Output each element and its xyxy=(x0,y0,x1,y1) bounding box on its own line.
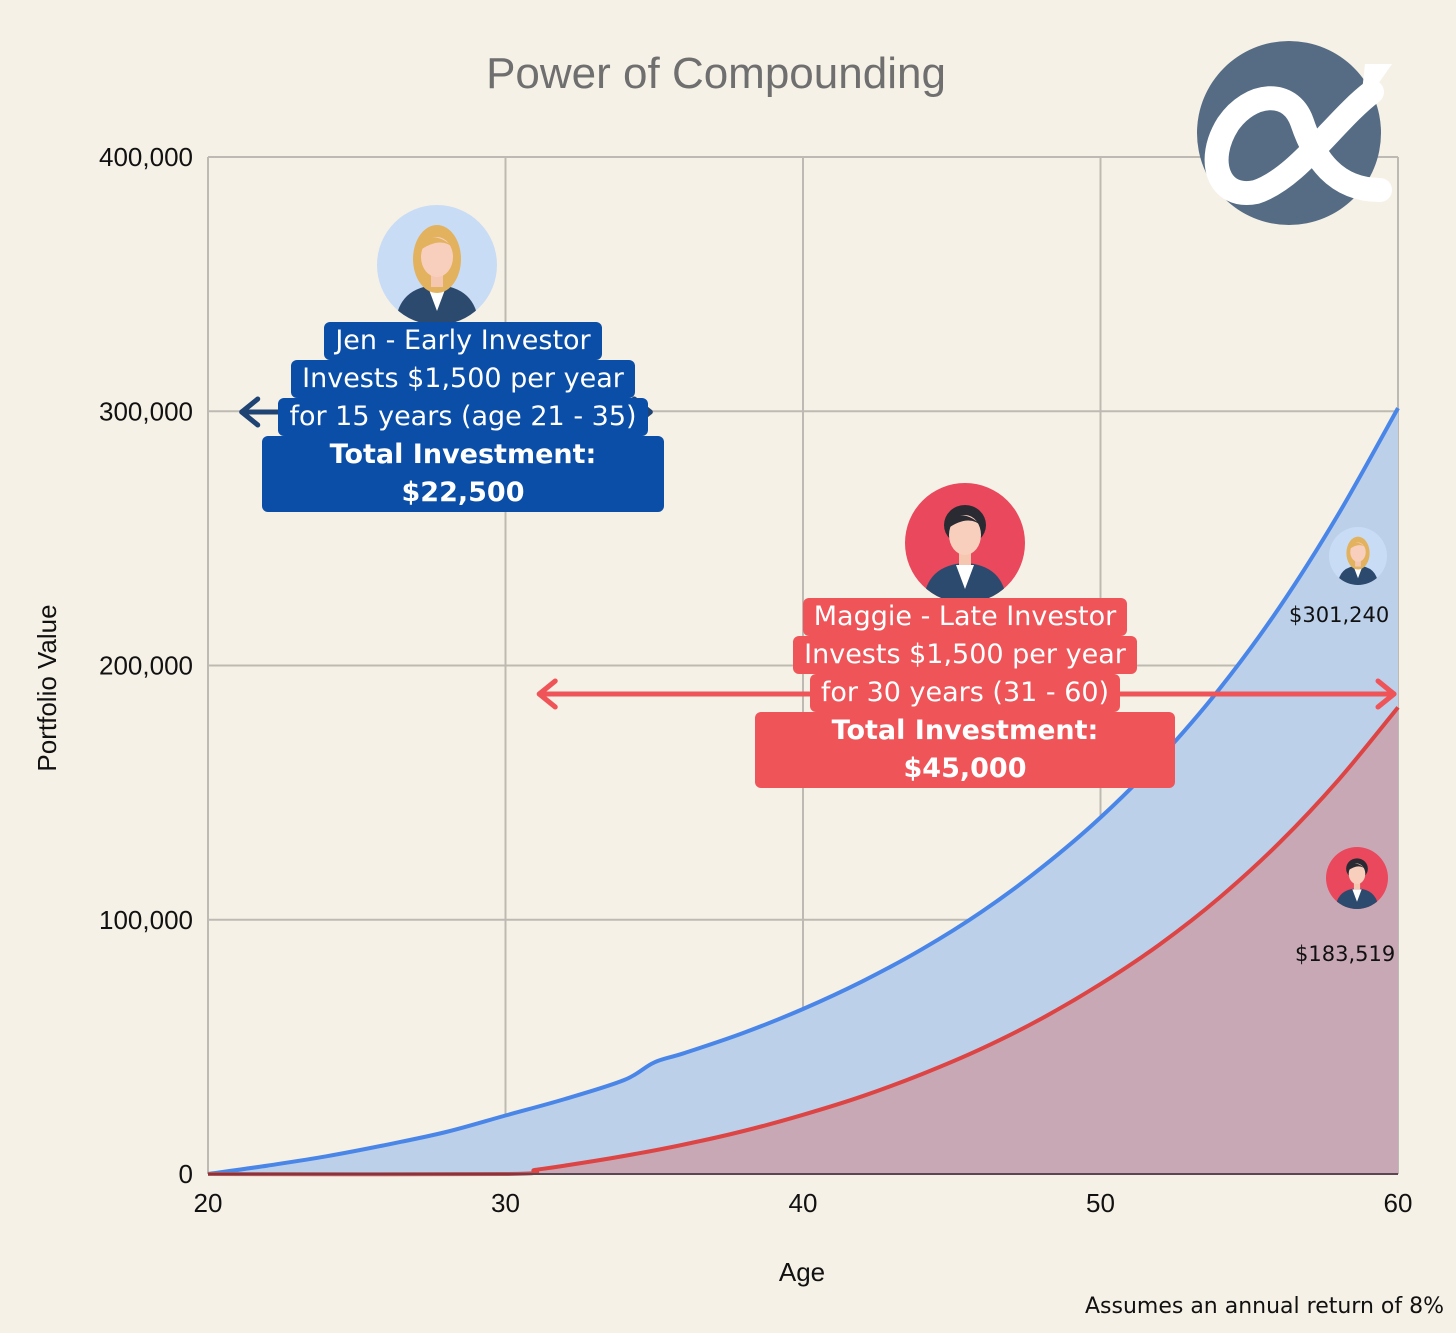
footnote: Assumes an annual return of 8% xyxy=(1084,1294,1444,1319)
maggie-end-value-label: $183,519 xyxy=(1295,942,1396,966)
maggie-small-avatar-icon xyxy=(1326,847,1388,909)
x-tick-label: 20 xyxy=(194,1188,223,1218)
x-tick-label: 50 xyxy=(1086,1188,1115,1218)
maggie-callout-line-2: Invests $1,500 per year xyxy=(793,636,1137,674)
series-lines xyxy=(207,407,1400,1177)
jen-small-avatar-icon xyxy=(1329,527,1387,585)
maggie-callout-line-3: for 30 years (31 - 60) xyxy=(809,674,1121,712)
maggie-callout-line-1: Maggie - Late Investor xyxy=(802,598,1128,636)
y-tick-label: 400,000 xyxy=(99,142,193,172)
maggie-avatar-icon xyxy=(905,483,1025,603)
maggie-area xyxy=(208,707,1398,1175)
x-axis-title: Age xyxy=(779,1257,825,1287)
jen-total-investment: Total Investment: $22,500 xyxy=(262,436,664,512)
x-tick-label: 40 xyxy=(789,1188,818,1218)
jen-callout-line-2: Invests $1,500 per year xyxy=(291,360,635,398)
y-tick-label: 300,000 xyxy=(99,396,193,426)
x-tick-label: 60 xyxy=(1384,1188,1413,1218)
y-tick-label: 0 xyxy=(179,1159,193,1189)
tick-labels: 20 30 40 50 60 0 100,000 200,000 300,000 400,000 xyxy=(99,142,1412,1218)
y-tick-label: 100,000 xyxy=(99,905,193,935)
maggie-line xyxy=(207,706,1400,1177)
y-axis-title: Portfolio Value xyxy=(32,604,62,771)
maggie-callout: Maggie - Late Investor Invests $1,500 pe… xyxy=(755,598,1175,788)
alpha-logo-icon xyxy=(1197,41,1392,225)
jen-callout: Jen - Early Investor Invests $1,500 per … xyxy=(262,322,664,512)
jen-avatar-icon xyxy=(377,205,497,325)
x-tick-label: 30 xyxy=(491,1188,520,1218)
jen-callout-line-3: for 15 years (age 21 - 35) xyxy=(278,398,648,436)
avatars xyxy=(377,205,1388,909)
y-tick-label: 200,000 xyxy=(99,651,193,681)
chart-title: Power of Compounding xyxy=(486,49,946,98)
maggie-total-investment: Total Investment: $45,000 xyxy=(755,712,1175,788)
jen-end-value-label: $301,240 xyxy=(1289,603,1390,627)
jen-line xyxy=(207,407,1400,1176)
jen-callout-line-1: Jen - Early Investor xyxy=(324,322,602,360)
